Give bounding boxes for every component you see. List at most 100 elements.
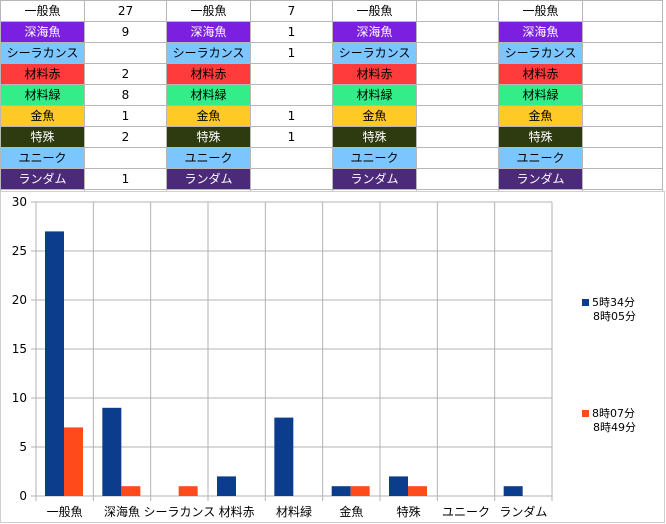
bar-series-2 bbox=[121, 486, 141, 496]
fish-type-cell: ユニーク bbox=[332, 147, 417, 169]
bar-series-2 bbox=[178, 486, 198, 496]
fish-type-cell: ユニーク bbox=[498, 147, 583, 169]
count-cell: 8 bbox=[84, 84, 167, 106]
y-tick-label: 25 bbox=[12, 244, 27, 258]
count-cell bbox=[582, 63, 663, 85]
fish-type-cell: シーラカンス bbox=[0, 42, 85, 64]
bar-series-2 bbox=[408, 486, 427, 496]
count-cell bbox=[416, 63, 499, 85]
table-row: 深海魚 9 深海魚 1 深海魚 深海魚 bbox=[0, 21, 663, 43]
count-cell bbox=[582, 42, 663, 64]
count-cell bbox=[250, 84, 333, 106]
count-cell: 9 bbox=[84, 21, 167, 43]
fish-type-cell: ユニーク bbox=[166, 147, 251, 169]
legend-label-1: 5時34分 8時05分 bbox=[592, 296, 636, 323]
table-row: ランダム 1 ランダム ランダム ランダム bbox=[0, 168, 663, 190]
count-cell bbox=[84, 147, 167, 169]
chart-area bbox=[0, 191, 665, 523]
fish-type-cell: 特殊 bbox=[498, 126, 583, 148]
fish-type-cell: シーラカンス bbox=[498, 42, 583, 64]
fish-type-cell: 深海魚 bbox=[166, 21, 251, 43]
count-cell: 1 bbox=[250, 105, 333, 127]
x-category-label: 材料赤 bbox=[219, 505, 255, 519]
fish-type-cell: シーラカンス bbox=[332, 42, 417, 64]
legend-swatch-1 bbox=[582, 299, 589, 306]
table-row: ユニーク ユニーク ユニーク ユニーク bbox=[0, 147, 663, 169]
fish-type-cell: 材料赤 bbox=[498, 63, 583, 85]
table-row: 一般魚 27 一般魚 7 一般魚 一般魚 bbox=[0, 0, 663, 22]
data-table: 一般魚 27 一般魚 7 一般魚 一般魚 深海魚 9 深海魚 1 深海魚 深海魚 シーラカンス シーラカン… bbox=[0, 0, 663, 232]
x-category-label: 一般魚 bbox=[47, 504, 83, 519]
bar-chart: 0 5 10 15 20 25 30 一般魚 深海魚 シーラカンス 材料赤 材料緑 金魚 特殊 ユニーク ラン… bbox=[0, 191, 665, 523]
count-cell: 1 bbox=[250, 21, 333, 43]
y-tick-label: 10 bbox=[12, 391, 27, 405]
x-category-label: ランダム bbox=[499, 504, 547, 519]
x-category-label: 深海魚 bbox=[104, 504, 140, 519]
fish-type-cell: 深海魚 bbox=[332, 21, 417, 43]
bar-series-1 bbox=[503, 486, 523, 496]
fish-type-cell: 金魚 bbox=[332, 105, 417, 127]
fish-type-cell: 材料赤 bbox=[166, 63, 251, 85]
fish-type-cell: 材料緑 bbox=[498, 84, 583, 106]
count-cell bbox=[416, 21, 499, 43]
count-cell: 2 bbox=[84, 63, 167, 85]
bar-series-1 bbox=[45, 231, 64, 496]
count-cell bbox=[582, 21, 663, 43]
legend-swatch-2 bbox=[582, 410, 589, 417]
count-cell: 1 bbox=[84, 105, 167, 127]
fish-type-cell: ランダム bbox=[166, 168, 251, 190]
fish-type-cell: 特殊 bbox=[166, 126, 251, 148]
count-cell bbox=[582, 147, 663, 169]
x-category-label: ユニーク bbox=[442, 505, 490, 519]
count-cell bbox=[250, 168, 333, 190]
fish-type-cell: 材料緑 bbox=[332, 84, 417, 106]
fish-type-cell: 特殊 bbox=[0, 126, 85, 148]
count-cell: 1 bbox=[250, 126, 333, 148]
fish-type-cell: ランダム bbox=[498, 168, 583, 190]
bar-series-1 bbox=[389, 476, 408, 496]
count-cell bbox=[582, 0, 663, 22]
fish-type-cell: 一般魚 bbox=[332, 0, 417, 22]
fish-type-cell: 深海魚 bbox=[498, 21, 583, 43]
count-cell bbox=[416, 147, 499, 169]
y-tick-label: 15 bbox=[12, 342, 27, 356]
count-cell bbox=[250, 147, 333, 169]
fish-type-cell: 材料緑 bbox=[0, 84, 85, 106]
fish-type-cell: 一般魚 bbox=[498, 0, 583, 22]
y-tick-label: 20 bbox=[12, 293, 27, 307]
fish-type-cell: 一般魚 bbox=[166, 0, 251, 22]
fish-type-cell: 材料赤 bbox=[332, 63, 417, 85]
fish-type-cell: ランダム bbox=[332, 168, 417, 190]
count-cell bbox=[416, 105, 499, 127]
count-cell bbox=[416, 84, 499, 106]
fish-type-cell: 金魚 bbox=[166, 105, 251, 127]
count-cell: 2 bbox=[84, 126, 167, 148]
table-row: 材料赤 2 材料赤 材料赤 材料赤 bbox=[0, 63, 663, 85]
bar-series-2 bbox=[350, 486, 370, 496]
fish-type-cell: ユニーク bbox=[0, 147, 85, 169]
x-category-label: シーラカンス bbox=[143, 505, 215, 519]
bar-series-1 bbox=[217, 476, 236, 496]
x-category-label: 金魚 bbox=[339, 504, 363, 519]
count-cell: 7 bbox=[250, 0, 333, 22]
bar-series-2 bbox=[64, 427, 83, 496]
fish-type-cell: 材料緑 bbox=[166, 84, 251, 106]
count-cell: 1 bbox=[250, 42, 333, 64]
fish-type-cell: 金魚 bbox=[0, 105, 85, 127]
count-cell bbox=[416, 42, 499, 64]
fish-type-cell: 金魚 bbox=[498, 105, 583, 127]
count-cell bbox=[416, 0, 499, 22]
fish-type-cell: 深海魚 bbox=[0, 21, 85, 43]
fish-type-cell: 一般魚 bbox=[0, 0, 85, 22]
count-cell bbox=[250, 63, 333, 85]
count-cell bbox=[84, 42, 167, 64]
x-category-label: 特殊 bbox=[397, 504, 421, 519]
count-cell: 1 bbox=[84, 168, 167, 190]
y-tick-label: 5 bbox=[19, 440, 27, 454]
count-cell bbox=[416, 168, 499, 190]
legend-label-2: 8時07分 8時49分 bbox=[592, 407, 636, 434]
table-row: 材料緑 8 材料緑 材料緑 材料緑 bbox=[0, 84, 663, 106]
fish-type-cell: 材料赤 bbox=[0, 63, 85, 85]
y-tick-label: 30 bbox=[12, 195, 27, 209]
fish-type-cell: シーラカンス bbox=[166, 42, 251, 64]
